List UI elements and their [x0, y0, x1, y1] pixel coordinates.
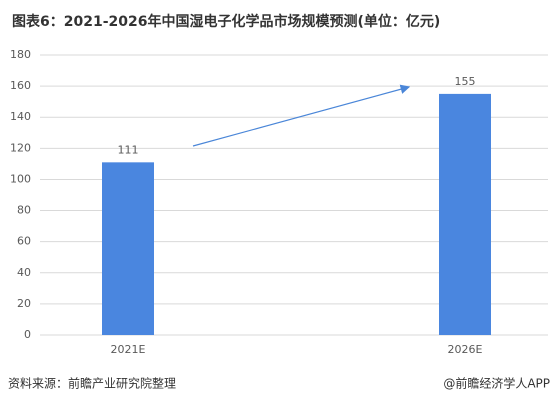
bar: [102, 162, 154, 335]
y-tick-label: 20: [17, 297, 31, 310]
y-tick-label: 60: [17, 235, 31, 248]
y-tick-label: 40: [17, 266, 31, 279]
y-tick-label: 80: [17, 204, 31, 217]
data-label: 155: [455, 75, 476, 88]
x-tick-label: 2021E: [111, 343, 146, 356]
y-tick-label: 0: [24, 328, 31, 341]
y-tick-label: 100: [10, 172, 31, 185]
data-label: 111: [118, 143, 139, 156]
y-tick-label: 160: [10, 79, 31, 92]
source-note: 资料来源：前瞻产业研究院整理: [8, 376, 176, 391]
y-tick-label: 120: [10, 141, 31, 154]
y-tick-label: 140: [10, 110, 31, 123]
y-tick-label: 180: [10, 48, 31, 61]
plot-area: 0 20 40 60 80 100 120 140 160 180 2021E 111 2026E 155: [10, 48, 548, 356]
credit: @前瞻经济学人APP: [443, 376, 550, 391]
x-tick-label: 2026E: [448, 343, 483, 356]
bar: [439, 93, 491, 335]
chart-title: 图表6：2021-2026年中国湿电子化学品市场规模预测(单位：亿元): [12, 13, 440, 30]
trend-arrow: [192, 84, 411, 147]
